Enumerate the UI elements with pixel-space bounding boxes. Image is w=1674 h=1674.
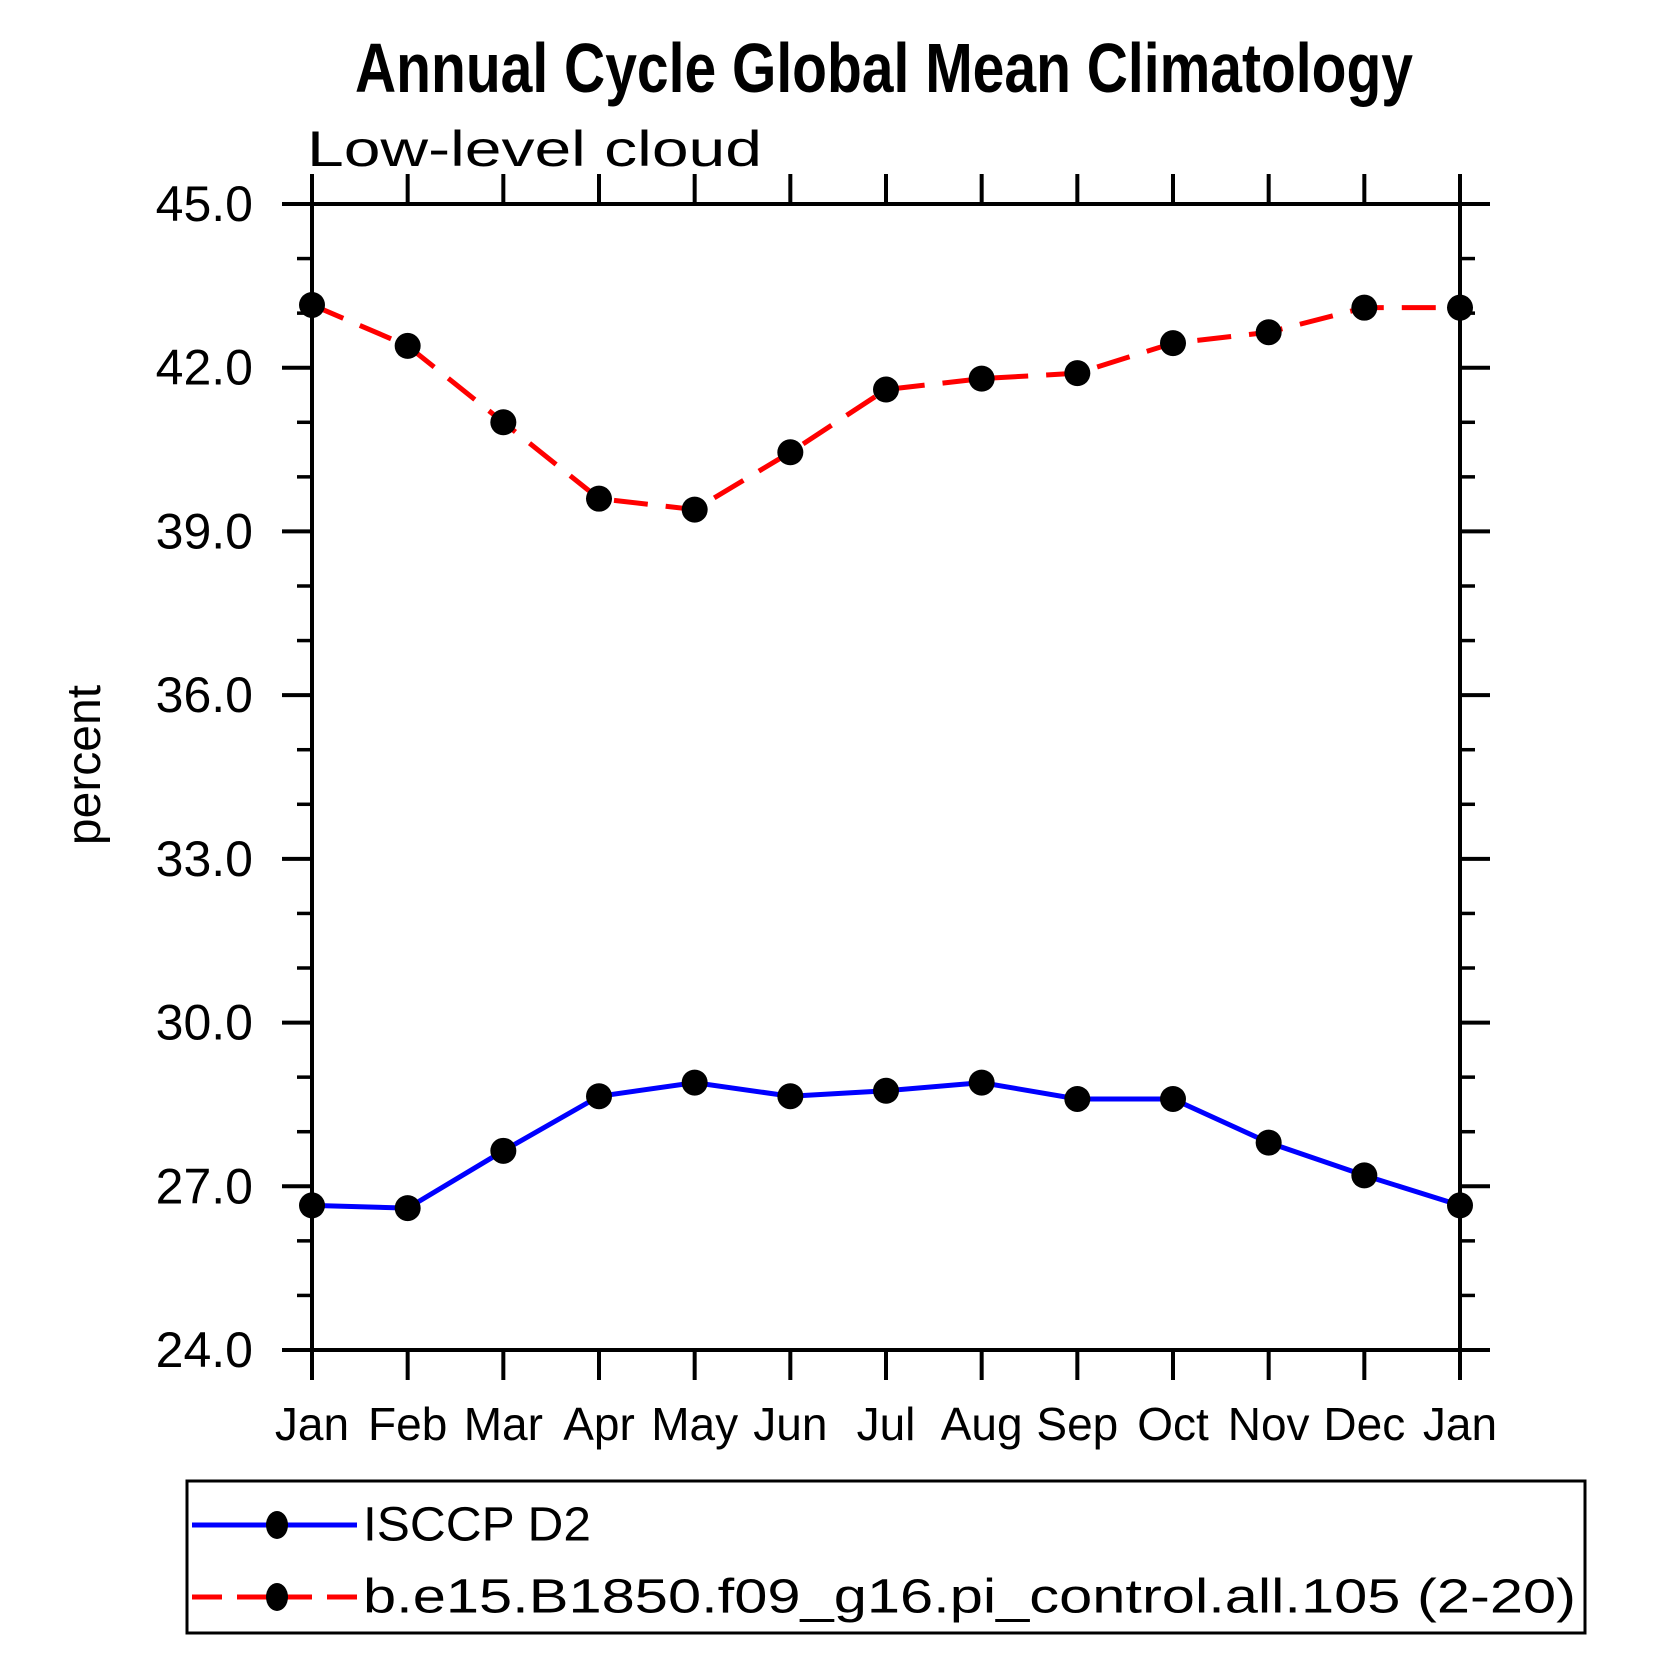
data-point-marker	[586, 1083, 612, 1110]
x-tick-label: May	[651, 1398, 738, 1450]
data-point-marker	[681, 1069, 708, 1096]
data-point-marker	[777, 1083, 804, 1110]
data-point-marker	[490, 1137, 517, 1164]
x-tick-label: Jan	[275, 1398, 349, 1450]
data-point-marker	[968, 365, 995, 392]
x-tick-label: Jun	[753, 1398, 827, 1450]
x-tick-label: Apr	[563, 1398, 635, 1450]
chart-subtitle: Low-level cloud	[307, 121, 762, 177]
y-tick-label: 24.0	[156, 1322, 253, 1378]
data-point-marker	[1255, 319, 1282, 346]
data-point-marker	[490, 409, 517, 436]
data-point-marker	[873, 376, 899, 403]
y-axis-label: percent	[58, 685, 111, 845]
data-point-marker	[1255, 1129, 1282, 1156]
x-tick-label: Sep	[1036, 1398, 1118, 1450]
data-point-marker	[299, 1192, 325, 1219]
y-tick-label: 36.0	[156, 667, 253, 723]
y-tick-label: 30.0	[156, 995, 253, 1051]
x-tick-label: Nov	[1228, 1398, 1310, 1450]
y-tick-label: 45.0	[156, 176, 253, 232]
plot-axes: 24.0 27.0 30.0 33.0 36.0 39.0 42.0 45.0 Jan Feb Ma…	[156, 174, 1497, 1450]
data-point-marker	[681, 496, 708, 523]
data-point-marker	[968, 1069, 995, 1096]
legend-sample-marker	[266, 1511, 288, 1539]
plot-border	[310, 202, 1462, 1352]
y-tick-label: 27.0	[156, 1158, 253, 1214]
legend-label-isccp-d2: ISCCP D2	[363, 1499, 591, 1552]
data-point-marker	[873, 1077, 899, 1104]
data-point-marker	[1064, 360, 1091, 387]
x-tick-label: Dec	[1323, 1398, 1405, 1450]
data-point-marker	[1160, 1085, 1186, 1112]
data-point-marker	[394, 332, 421, 359]
plot-series	[299, 291, 1473, 1222]
x-tick-label: Feb	[368, 1398, 447, 1450]
legend: ISCCP D2 b.e15.B1850.f09_g16.pi_control.…	[185, 1479, 1587, 1635]
legend-line-samples	[192, 1511, 357, 1611]
legend-label-model-case: b.e15.B1850.f09_g16.pi_control.all.105 (…	[363, 1571, 1576, 1624]
data-point-marker	[299, 291, 325, 318]
data-point-marker	[394, 1195, 421, 1222]
data-point-marker	[1447, 1192, 1473, 1219]
y-tick-label: 42.0	[156, 340, 253, 396]
data-point-marker	[1064, 1085, 1091, 1112]
x-tick-label: Oct	[1137, 1398, 1209, 1450]
x-tick-label: Mar	[464, 1398, 543, 1450]
data-point-marker	[1351, 1162, 1378, 1189]
x-tick-label: Jan	[1423, 1398, 1497, 1450]
x-tick-label: Jul	[857, 1398, 916, 1450]
legend-box	[185, 1479, 1587, 1635]
data-point-marker	[1351, 294, 1378, 321]
data-point-marker	[1447, 294, 1473, 321]
data-point-marker	[1160, 330, 1186, 357]
x-tick-label: Aug	[941, 1398, 1023, 1450]
y-tick-label: 39.0	[156, 503, 253, 559]
data-point-marker	[777, 439, 804, 466]
series-line-model	[311, 302, 1460, 513]
chart-title: Annual Cycle Global Mean Climatology	[355, 29, 1413, 107]
legend-sample-marker	[266, 1583, 288, 1611]
y-tick-label: 33.0	[156, 831, 253, 887]
data-point-marker	[586, 485, 612, 512]
